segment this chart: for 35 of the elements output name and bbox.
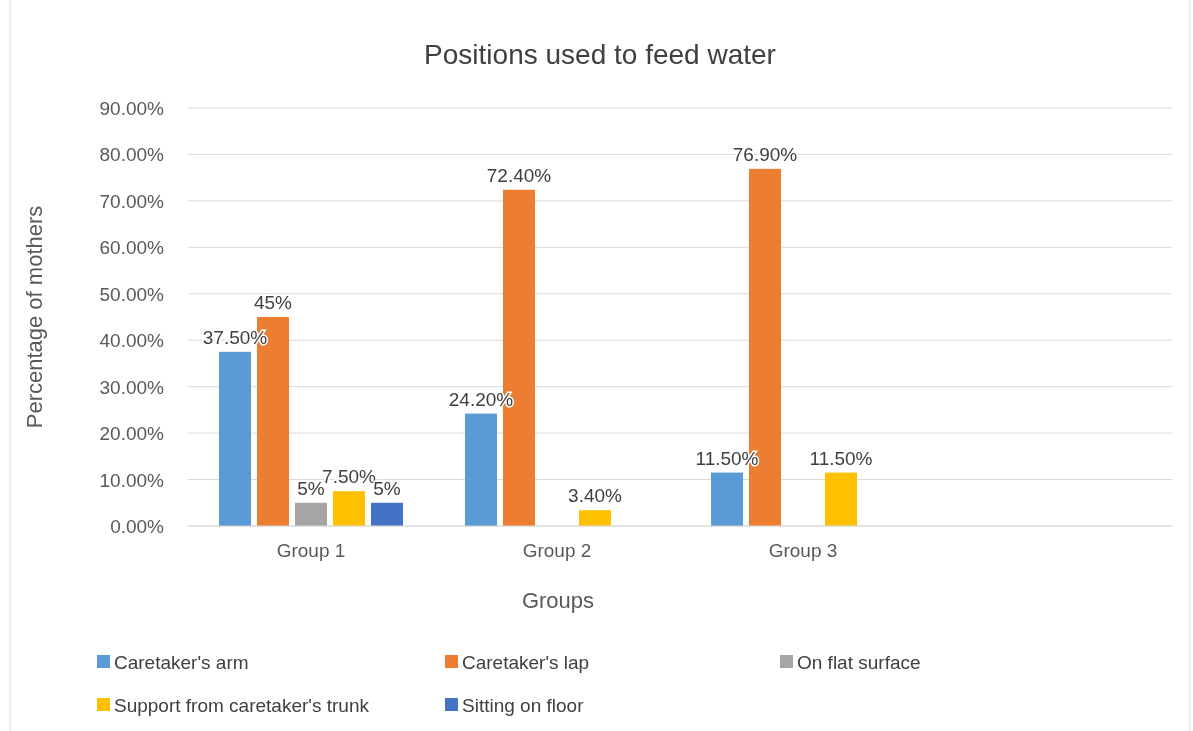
data-label: 5% — [297, 477, 325, 499]
y-tick-label: 60.00% — [99, 237, 165, 259]
x-axis-title: Groups — [521, 588, 595, 613]
bar — [465, 413, 497, 526]
y-tick-label: 0.00% — [110, 516, 165, 537]
data-label: 3.40% — [568, 485, 623, 507]
legend-label: Sitting on floor — [462, 695, 585, 716]
data-label: 45% — [253, 292, 293, 313]
y-tick-label: 20.00% — [99, 423, 165, 445]
x-tick-label: Group 1 — [276, 540, 346, 561]
y-tick-label: 50.00% — [99, 283, 165, 305]
data-label: 72.40% — [486, 164, 552, 186]
bar — [579, 510, 611, 526]
y-tick-label: 80.00% — [99, 144, 165, 166]
bar — [219, 351, 251, 526]
chart-title: Positions used to feed water — [424, 39, 776, 70]
y-tick-label: 90.00% — [99, 98, 165, 119]
legend-label: Caretaker's lap — [462, 652, 590, 673]
bar — [825, 472, 857, 526]
y-tick-label: 70.00% — [99, 190, 165, 212]
legend-label: Caretaker's arm — [114, 652, 249, 673]
y-tick-label: 10.00% — [99, 469, 165, 491]
bar — [711, 472, 743, 526]
bar — [333, 491, 365, 526]
x-tick-label: Group 3 — [768, 540, 838, 561]
y-tick-label: 30.00% — [99, 376, 165, 398]
y-tick-label: 40.00% — [99, 330, 165, 352]
legend-label: On flat surface — [797, 652, 921, 673]
y-axis-title: Percentage of mothers — [22, 205, 47, 429]
data-label: 11.50% — [809, 447, 873, 469]
data-label: 76.90% — [732, 143, 798, 165]
bar — [295, 502, 327, 526]
legend-label: Support from caretaker's trunk — [114, 695, 370, 716]
x-tick-label: Group 2 — [522, 540, 592, 561]
bar — [371, 502, 403, 526]
